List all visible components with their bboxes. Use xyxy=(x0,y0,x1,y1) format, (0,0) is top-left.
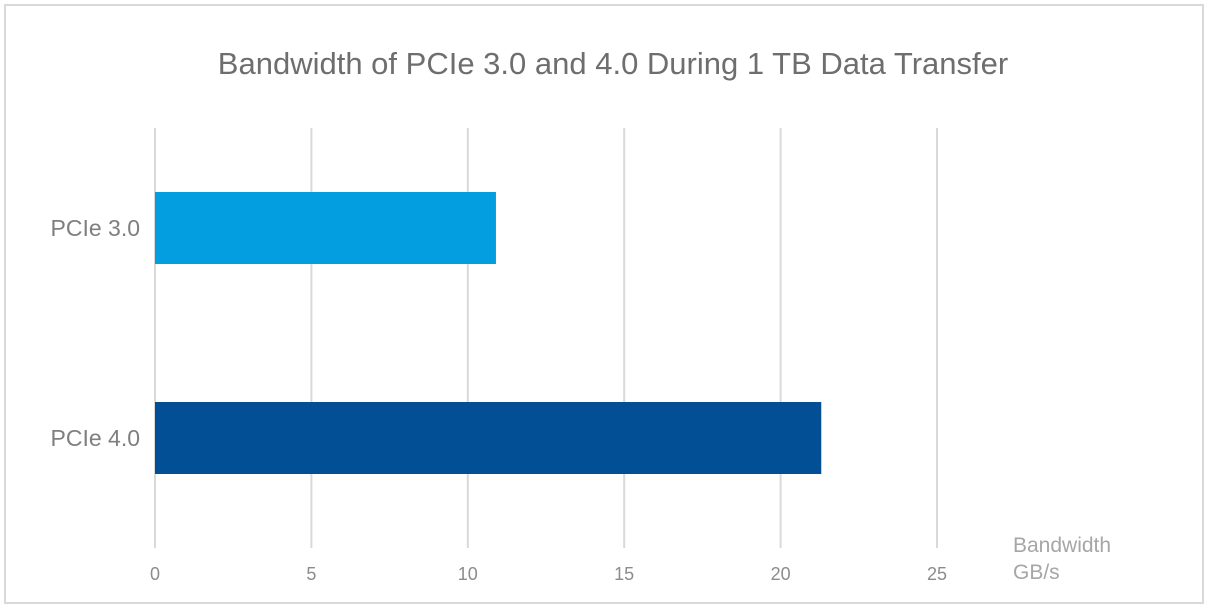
gridlines xyxy=(154,128,938,548)
x-tick-labels: 0 5 10 15 20 25 xyxy=(150,564,947,584)
x-axis-title-line-1: Bandwidth xyxy=(1013,534,1111,557)
category-label-pcie-4-0: PCIe 4.0 xyxy=(51,425,141,451)
chart-frame xyxy=(4,4,1204,604)
category-labels: PCIe 3.0 PCIe 4.0 xyxy=(51,215,141,451)
x-tick-label-5: 5 xyxy=(306,564,316,584)
x-axis-title: Bandwidth GB/s xyxy=(1013,534,1117,584)
x-tick-label-25: 25 xyxy=(927,564,947,584)
bars xyxy=(155,192,822,474)
bar-pcie-3-0 xyxy=(155,192,496,264)
x-tick-label-15: 15 xyxy=(614,564,634,584)
x-tick-label-0: 0 xyxy=(150,564,160,584)
x-tick-label-20: 20 xyxy=(771,564,791,584)
x-tick-label-10: 10 xyxy=(458,564,478,584)
category-label-pcie-3-0: PCIe 3.0 xyxy=(51,215,141,241)
chart-title: Bandwidth of PCIe 3.0 and 4.0 During 1 T… xyxy=(218,46,1008,81)
bar-pcie-4-0 xyxy=(155,402,822,474)
x-axis-title-line-2: GB/s xyxy=(1013,561,1060,584)
